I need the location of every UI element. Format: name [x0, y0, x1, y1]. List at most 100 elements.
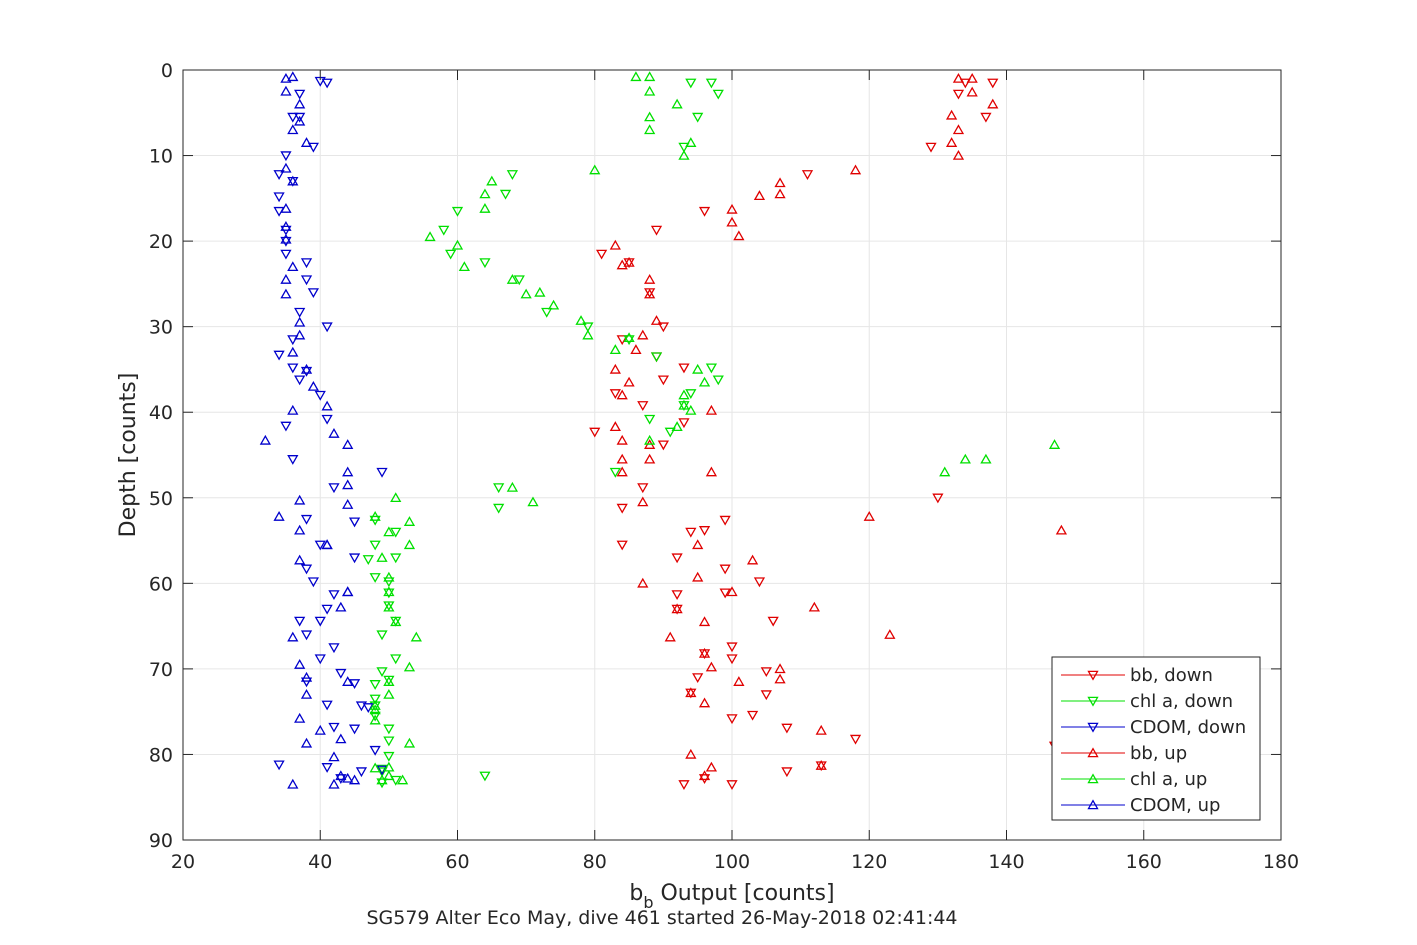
data-point — [383, 676, 395, 686]
data-point — [959, 78, 971, 89]
data-point — [849, 164, 862, 175]
data-point — [657, 440, 669, 451]
data-point — [698, 526, 711, 536]
data-point — [314, 390, 326, 401]
data-point — [355, 767, 368, 778]
data-point — [280, 85, 292, 96]
data-point — [328, 643, 340, 654]
data-point — [287, 363, 299, 374]
x-tick-label: 40 — [308, 851, 332, 873]
figure-caption: SG579 Alter Eco May, dive 461 started 26… — [366, 907, 957, 929]
data-point — [678, 389, 690, 400]
data-point — [644, 288, 656, 299]
data-point — [760, 667, 772, 678]
data-point — [294, 98, 306, 109]
data-point — [760, 690, 772, 701]
data-point — [925, 142, 937, 153]
data-point — [383, 586, 395, 597]
data-point — [671, 603, 683, 614]
legend-label: chl a, up — [1130, 769, 1207, 790]
data-point — [280, 233, 292, 244]
data-point — [369, 714, 381, 725]
data-point — [987, 98, 999, 109]
y-axis-label: Depth [counts] — [116, 373, 141, 538]
data-point — [300, 366, 313, 377]
data-point — [644, 274, 656, 284]
x-axis-label-main: b — [629, 881, 643, 906]
data-point — [273, 170, 285, 180]
data-point — [369, 745, 381, 756]
data-point — [664, 427, 676, 438]
data-point — [774, 663, 786, 674]
data-point — [383, 770, 395, 781]
data-point — [376, 552, 388, 562]
data-point — [1055, 524, 1068, 535]
data-point — [671, 98, 683, 109]
data-point — [644, 124, 656, 135]
data-point — [678, 399, 690, 410]
data-point — [383, 688, 395, 699]
data-point — [383, 601, 395, 612]
data-point — [376, 778, 388, 789]
data-point — [321, 78, 333, 89]
x-axis-label: bb Output [counts] — [629, 881, 834, 912]
series-1 — [362, 78, 724, 789]
data-point — [376, 667, 388, 678]
data-point — [321, 539, 333, 550]
data-point — [849, 734, 862, 745]
data-point — [609, 421, 621, 432]
data-point — [321, 604, 333, 615]
data-point — [726, 654, 738, 665]
x-tick-label: 80 — [583, 851, 607, 873]
data-point — [678, 780, 690, 790]
data-point — [650, 225, 663, 236]
data-point — [746, 554, 759, 565]
data-point — [280, 220, 292, 231]
data-point — [287, 71, 299, 82]
y-tick-label: 40 — [149, 402, 173, 424]
legend-label: CDOM, up — [1130, 795, 1220, 816]
data-point — [692, 673, 704, 684]
data-point — [692, 363, 704, 374]
data-point — [589, 164, 601, 175]
x-tick-label: 60 — [445, 851, 469, 873]
data-point — [369, 573, 381, 583]
series-4 — [369, 71, 1061, 785]
data-point — [376, 630, 388, 641]
data-point — [630, 344, 642, 355]
data-point — [321, 322, 333, 333]
data-point — [753, 190, 766, 201]
data-point — [273, 760, 285, 771]
data-point — [348, 774, 361, 785]
data-point — [300, 671, 313, 682]
data-point — [280, 288, 292, 299]
data-point — [685, 137, 697, 147]
data-point — [726, 586, 738, 597]
data-point — [671, 421, 683, 432]
data-point — [726, 642, 738, 653]
data-point — [300, 137, 313, 147]
data-point — [294, 115, 306, 126]
data-point — [644, 414, 656, 425]
data-point — [300, 688, 313, 699]
data-point — [705, 78, 718, 89]
data-point — [307, 142, 320, 153]
data-point — [547, 299, 560, 310]
y-tick-label: 10 — [149, 146, 173, 168]
data-point — [644, 453, 656, 464]
x-tick-label: 20 — [171, 851, 195, 873]
data-point — [685, 404, 697, 415]
data-point — [328, 751, 340, 762]
x-tick-label: 100 — [714, 851, 750, 873]
data-point — [637, 329, 649, 340]
data-point — [287, 175, 299, 186]
x-tick-label: 120 — [851, 851, 887, 873]
data-point — [287, 124, 299, 135]
data-point — [801, 170, 814, 180]
data-point — [369, 694, 381, 705]
data-point — [657, 322, 669, 333]
data-point — [712, 375, 724, 386]
data-point — [328, 428, 340, 438]
x-tick-label: 180 — [1263, 851, 1299, 873]
data-point — [698, 616, 711, 627]
